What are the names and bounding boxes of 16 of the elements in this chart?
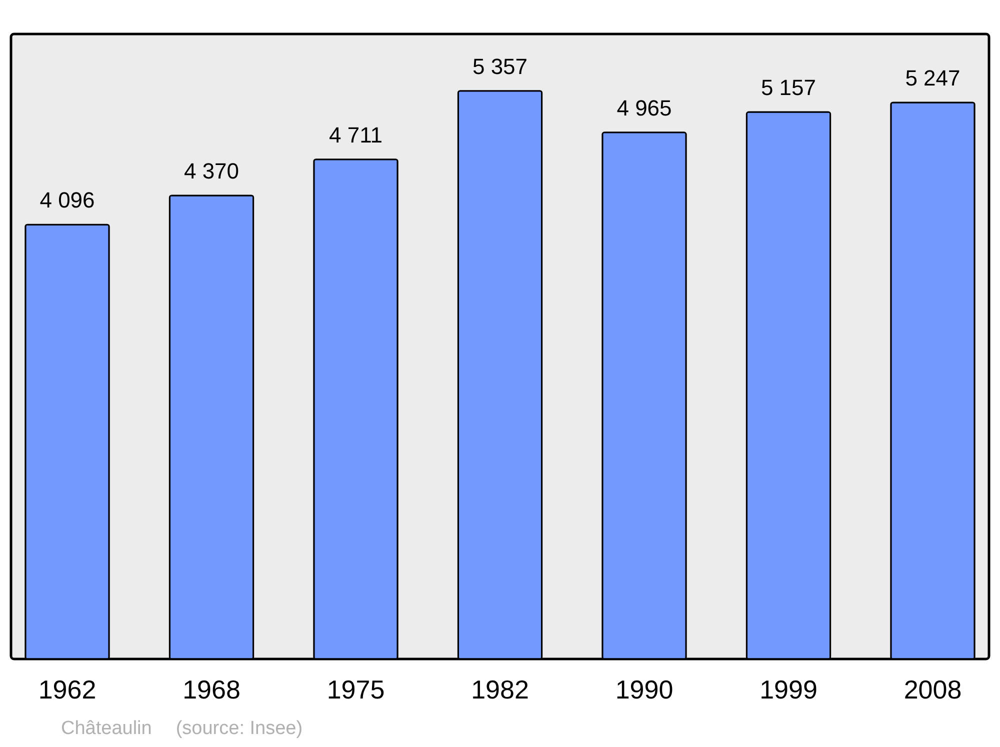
data-label: 4 370 <box>184 158 240 184</box>
x-tick-label: 1990 <box>615 674 674 704</box>
x-tick-label: 1999 <box>760 674 818 704</box>
data-label: 4 711 <box>329 122 382 148</box>
x-tick-label: 1968 <box>182 674 240 704</box>
data-label: 5 247 <box>905 65 960 90</box>
x-tick-label: 2008 <box>904 674 962 704</box>
x-tick-label: 1962 <box>38 674 96 704</box>
text: Châteaulin <box>61 718 152 739</box>
data-label: 5 357 <box>472 54 528 79</box>
data-label: 4 096 <box>40 188 95 213</box>
x-tick-label: 1975 <box>326 674 385 704</box>
data-label: 4 965 <box>616 95 672 120</box>
text: (source: Insee) <box>176 718 303 739</box>
data-label: 5 157 <box>760 75 816 100</box>
x-tick-label: 1982 <box>471 674 529 704</box>
